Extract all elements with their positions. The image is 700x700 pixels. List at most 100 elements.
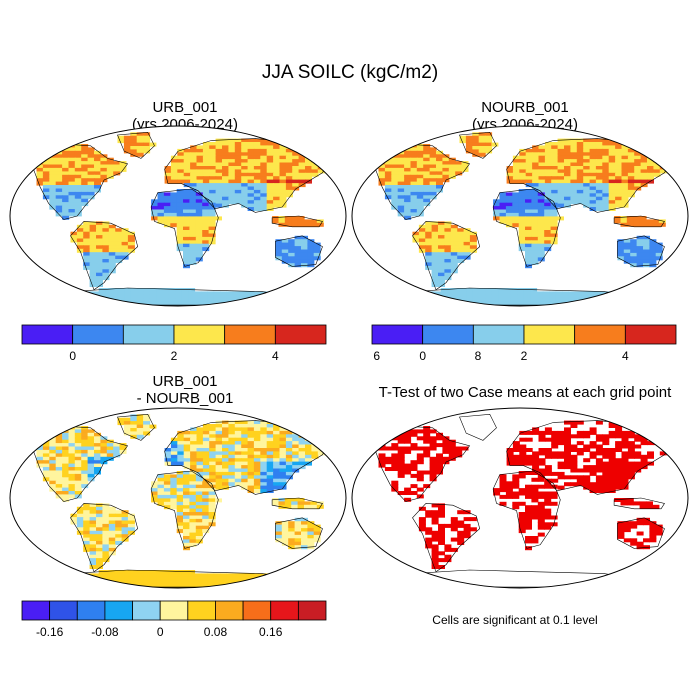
- grid-cell: [436, 470, 443, 475]
- grid-cell: [537, 508, 545, 513]
- grid-cell: [156, 288, 164, 292]
- grid-cell: [102, 235, 110, 240]
- grid-cell: [279, 186, 287, 191]
- grid-cell: [595, 203, 603, 208]
- grid-cell: [183, 219, 190, 224]
- grid-cell: [115, 530, 123, 535]
- grid-cell: [42, 164, 50, 169]
- grid-cell: [190, 183, 198, 188]
- grid-cell: [404, 171, 412, 176]
- grid-cell: [404, 205, 412, 210]
- grid-cell: [557, 437, 565, 442]
- grid-cell: [241, 166, 249, 170]
- grid-cell: [222, 138, 229, 143]
- grid-cell: [170, 448, 178, 452]
- grid-cell: [551, 189, 559, 194]
- grid-cell: [124, 291, 132, 296]
- grid-cell: [273, 179, 281, 184]
- grid-cell: [76, 520, 84, 525]
- grid-cell: [96, 558, 103, 563]
- grid-cell: [416, 178, 424, 183]
- grid-cell: [36, 429, 44, 434]
- grid-cell: [247, 200, 255, 205]
- grid-cell: [305, 451, 312, 456]
- grid-cell: [87, 453, 95, 458]
- grid-cell: [202, 212, 210, 217]
- grid-cell: [190, 176, 198, 181]
- grid-cell: [301, 534, 308, 539]
- grid-cell: [253, 186, 261, 191]
- grid-cell: [228, 451, 236, 456]
- grid-cell: [121, 235, 129, 240]
- grid-cell: [499, 206, 507, 211]
- grid-cell: [96, 513, 103, 518]
- grid-cell: [305, 162, 312, 167]
- grid-cell: [228, 145, 236, 150]
- grid-cell: [463, 228, 471, 233]
- grid-cell: [512, 209, 520, 214]
- grid-cell: [498, 298, 506, 303]
- grid-cell: [621, 468, 629, 473]
- grid-cell: [68, 202, 76, 207]
- grid-cell: [576, 179, 584, 184]
- grid-cell: [189, 236, 197, 241]
- grid-cell: [279, 478, 287, 483]
- grid-cell: [512, 223, 520, 228]
- grid-cell: [532, 451, 540, 456]
- grid-cell: [222, 152, 229, 157]
- grid-cell: [30, 161, 38, 166]
- grid-cell: [423, 191, 431, 196]
- colorbar-tick-label: 0: [69, 349, 76, 363]
- grid-cell: [121, 517, 129, 522]
- grid-cell: [208, 508, 216, 513]
- grid-cell: [241, 441, 249, 446]
- grid-cell: [170, 437, 178, 442]
- grid-cell: [200, 583, 208, 588]
- grid-cell: [76, 248, 84, 253]
- grid-cell: [96, 265, 103, 270]
- grid-cell: [649, 538, 657, 543]
- grid-cell: [305, 179, 312, 184]
- grid-cell: [463, 252, 471, 257]
- grid-cell: [444, 269, 452, 274]
- grid-cell: [81, 144, 89, 148]
- grid-cell: [202, 430, 210, 435]
- grid-cell: [228, 142, 236, 146]
- grid-cell: [372, 429, 380, 434]
- grid-cell: [285, 471, 293, 476]
- grid-cell: [115, 255, 123, 260]
- grid-cell: [196, 152, 204, 157]
- grid-cell: [183, 477, 190, 482]
- grid-cell: [273, 166, 281, 170]
- grid-cell: [391, 198, 399, 203]
- grid-cell: [425, 235, 433, 240]
- grid-cell: [292, 179, 300, 184]
- grid-cell: [583, 448, 591, 452]
- grid-cell: [241, 179, 249, 184]
- grid-cell: [410, 467, 418, 471]
- grid-cell: [266, 485, 274, 490]
- grid-cell: [518, 209, 526, 214]
- grid-cell: [531, 512, 539, 516]
- grid-cell: [636, 259, 644, 264]
- grid-cell: [209, 482, 217, 487]
- grid-cell: [189, 219, 197, 224]
- grid-cell: [215, 448, 223, 452]
- grid-cell: [62, 436, 70, 441]
- grid-cell: [438, 527, 445, 532]
- grid-cell: [634, 162, 642, 167]
- grid-cell: [222, 454, 229, 459]
- grid-cell: [324, 437, 332, 442]
- grid-cell: [450, 238, 458, 243]
- grid-cell: [162, 301, 170, 306]
- grid-cell: [272, 219, 280, 224]
- grid-cell: [111, 573, 119, 578]
- grid-cell: [621, 451, 629, 456]
- grid-cell: [285, 186, 293, 191]
- grid-cell: [615, 155, 623, 160]
- grid-cell: [247, 189, 255, 194]
- grid-cell: [81, 195, 89, 200]
- grid-cell: [519, 451, 527, 456]
- grid-cell: [189, 532, 197, 537]
- grid-cell: [544, 193, 552, 198]
